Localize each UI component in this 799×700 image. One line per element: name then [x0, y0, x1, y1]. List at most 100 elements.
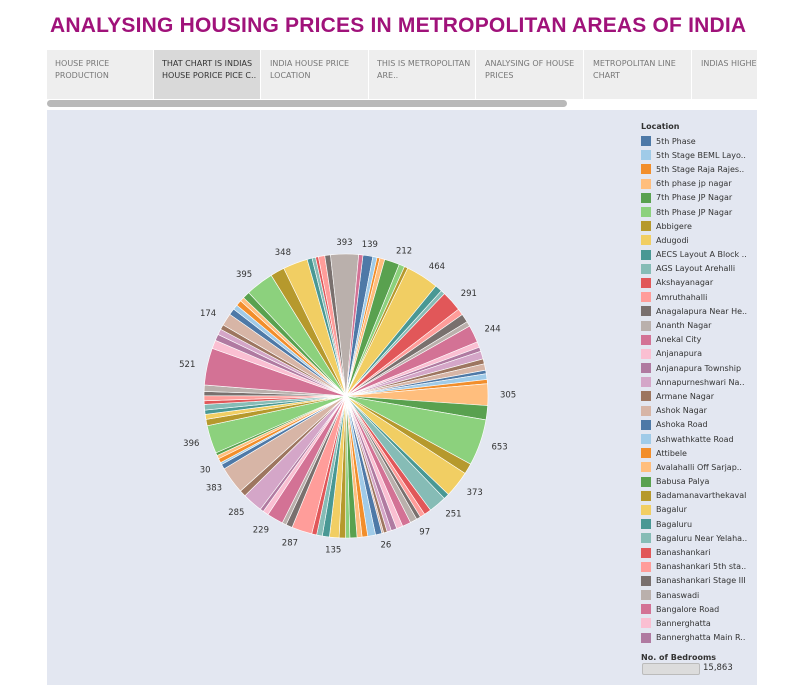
legend-swatch — [641, 320, 651, 331]
legend-item[interactable]: Ashok Nagar — [641, 404, 756, 418]
pie-data-label: 305 — [500, 391, 516, 401]
legend-label: AECS Layout A Block .. — [656, 250, 747, 260]
pie-slice[interactable] — [345, 254, 364, 397]
legend-item[interactable]: AECS Layout A Block .. — [641, 248, 756, 262]
legend-swatch — [641, 348, 651, 359]
legend-swatch — [641, 192, 651, 203]
legend-label: Adugodi — [656, 235, 689, 245]
pie-data-label: 285 — [228, 508, 244, 518]
legend-item[interactable]: Avalahalli Off Sarjap.. — [641, 460, 756, 474]
legend-swatch — [641, 604, 651, 615]
legend-item[interactable]: Amruthahalli — [641, 290, 756, 304]
size-legend-value: 15,863 — [703, 663, 733, 673]
legend-swatch — [641, 575, 651, 586]
tab-metropolitan-line-chart[interactable]: METROPOLITAN LINE CHART — [585, 50, 692, 99]
legend-item[interactable]: Abbigere — [641, 219, 756, 233]
legend-item[interactable]: Banaswadi — [641, 588, 756, 602]
legend-item[interactable]: Anekal City — [641, 333, 756, 347]
legend-item[interactable]: 5th Stage BEML Layo.. — [641, 148, 756, 162]
legend-item[interactable]: Bagaluru — [641, 517, 756, 531]
legend-items: 5th Phase 5th Stage BEML Layo.. 5th Stage … — [641, 134, 756, 645]
legend-swatch — [641, 405, 651, 416]
legend-swatch — [641, 462, 651, 473]
legend-swatch — [641, 277, 651, 288]
pie-data-label: 521 — [179, 360, 195, 370]
legend-item[interactable]: 6th phase jp nagar — [641, 177, 756, 191]
legend-item[interactable]: 5th Phase — [641, 134, 756, 148]
legend-item[interactable]: Banashankari Stage III — [641, 574, 756, 588]
chart-canvas: 139 212 464 291 244 305 653 373 251 97 26 135 287 229… — [47, 110, 757, 685]
legend-swatch — [641, 391, 651, 402]
legend-label: AGS Layout Arehalli — [656, 264, 736, 274]
pie-chart: 139 212 464 291 244 305 653 373 251 97 26 135 287 229… — [179, 238, 516, 555]
legend-item[interactable]: 7th Phase JP Nagar — [641, 191, 756, 205]
legend-swatch — [641, 448, 651, 459]
legend-item[interactable]: Banashankari — [641, 545, 756, 559]
pie-data-label: 287 — [282, 538, 298, 548]
legend-item[interactable]: Anjanapura Township — [641, 361, 756, 375]
legend-item[interactable]: Akshayanagar — [641, 276, 756, 290]
legend-swatch — [641, 207, 651, 218]
legend-label: 5th Phase — [656, 136, 696, 146]
tab-label: THIS IS METROPOLITAN ARE.. — [377, 59, 471, 80]
pie-data-label: 212 — [396, 246, 412, 256]
tab-label: THAT CHART IS INDIAS HOUSE PORICE PICE C… — [162, 59, 257, 80]
tab-analysing-house-prices[interactable]: ANALYSING OF HOUSE PRICES — [477, 50, 584, 99]
legend-label: Badamanavarthekaval — [656, 491, 747, 501]
legend-item[interactable]: AGS Layout Arehalli — [641, 262, 756, 276]
size-legend-bar — [642, 663, 700, 675]
legend-swatch — [641, 136, 651, 147]
legend-label: Banaswadi — [656, 590, 700, 600]
legend-item[interactable]: Badamanavarthekaval — [641, 489, 756, 503]
legend-item[interactable]: Annapurneshwari Na.. — [641, 375, 756, 389]
legend-label: Bagaluru Near Yelaha.. — [656, 533, 748, 543]
legend-swatch — [641, 434, 651, 445]
legend-swatch — [641, 164, 651, 175]
pie-data-label: 251 — [445, 510, 461, 520]
legend-swatch — [641, 235, 651, 246]
tabs-scrollbar[interactable] — [47, 100, 567, 107]
legend-item[interactable]: Anagalapura Near He.. — [641, 304, 756, 318]
legend-item[interactable]: Anjanapura — [641, 347, 756, 361]
legend-item[interactable]: Ashoka Road — [641, 418, 756, 432]
pie-data-label: 174 — [200, 309, 216, 319]
legend-item[interactable]: 5th Stage Raja Rajes.. — [641, 162, 756, 176]
legend-item[interactable]: Ananth Nagar — [641, 318, 756, 332]
legend-label: Ashwathkatte Road — [656, 434, 734, 444]
tab-indias-highest[interactable]: INDIAS HIGHEST PO.. — [693, 50, 757, 99]
legend-item[interactable]: Bannerghatta Main R.. — [641, 631, 756, 645]
tab-metropolitan-area[interactable]: THIS IS METROPOLITAN ARE.. — [369, 50, 476, 99]
legend-label: Bangalore Road — [656, 604, 720, 614]
pie-data-label: 396 — [183, 439, 199, 449]
legend-label: Annapurneshwari Na.. — [656, 377, 745, 387]
legend-item[interactable]: 8th Phase JP Nagar — [641, 205, 756, 219]
legend-title: Location — [641, 122, 680, 131]
legend-item[interactable]: Attibele — [641, 446, 756, 460]
legend-swatch — [641, 476, 651, 487]
legend-label: 7th Phase JP Nagar — [656, 193, 733, 203]
legend-label: Banashankari — [656, 548, 711, 558]
legend-item[interactable]: Armane Nagar — [641, 389, 756, 403]
legend-label: 6th phase jp nagar — [656, 179, 732, 189]
legend-item[interactable]: Bangalore Road — [641, 602, 756, 616]
pie-data-label: 373 — [467, 488, 483, 498]
legend-item[interactable]: Bannerghatta — [641, 616, 756, 630]
legend-swatch — [641, 249, 651, 260]
tab-house-price-production[interactable]: HOUSE PRICE PRODUCTION — [47, 50, 154, 99]
tab-label: ANALYSING OF HOUSE PRICES — [485, 59, 575, 80]
legend-item[interactable]: Bagalur — [641, 503, 756, 517]
legend-label: Anagalapura Near He.. — [656, 306, 748, 316]
dashboard-title: ANALYSING HOUSING PRICES IN METROPOLITAN… — [50, 14, 747, 37]
legend-label: Bannerghatta — [656, 618, 711, 628]
legend-item[interactable]: Babusa Palya — [641, 475, 756, 489]
legend-swatch — [641, 334, 651, 345]
legend-label: Banashankari Stage III — [656, 576, 746, 586]
legend-item[interactable]: Bagaluru Near Yelaha.. — [641, 531, 756, 545]
tab-indias-house-price-chart[interactable]: THAT CHART IS INDIAS HOUSE PORICE PICE C… — [154, 50, 261, 99]
tab-india-house-price-location[interactable]: INDIA HOUSE PRICE LOCATION — [262, 50, 369, 99]
legend-label: Ananth Nagar — [656, 321, 712, 331]
legend-item[interactable]: Banashankari 5th sta.. — [641, 560, 756, 574]
legend-swatch — [641, 590, 651, 601]
legend-item[interactable]: Ashwathkatte Road — [641, 432, 756, 446]
legend-item[interactable]: Adugodi — [641, 233, 756, 247]
